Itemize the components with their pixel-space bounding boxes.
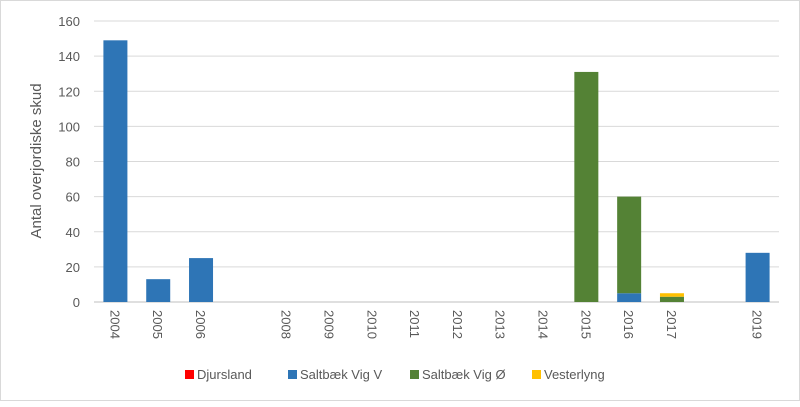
bar-segment: [617, 196, 642, 294]
x-tick-label: 2019: [750, 310, 765, 339]
legend-swatch: [288, 370, 297, 379]
x-tick-label: 2017: [664, 310, 679, 339]
legend-swatch: [532, 370, 541, 379]
bar-segment: [617, 293, 642, 302]
bar-segment: [574, 71, 599, 303]
y-tick-label: 80: [66, 155, 80, 170]
legend-label: Vesterlyng: [544, 367, 605, 382]
y-tick-label: 140: [58, 49, 80, 64]
x-tick-label: 2016: [621, 310, 636, 339]
legend-swatch: [185, 370, 194, 379]
y-tick-label: 120: [58, 84, 80, 99]
x-tick-label: 2011: [407, 310, 422, 338]
y-tick-label: 0: [73, 295, 80, 310]
legend-label: Djursland: [197, 367, 252, 382]
x-tick-label: 2008: [279, 310, 294, 339]
x-tick-label: 2004: [107, 310, 122, 339]
y-tick-label: 100: [58, 119, 80, 134]
x-tick-label: 2015: [578, 310, 593, 339]
bar-segment: [146, 279, 171, 302]
x-tick-label: 2014: [536, 310, 551, 339]
legend-label: Saltbæk Vig Ø: [422, 367, 506, 382]
legend-swatch: [410, 370, 419, 379]
bar-segment: [659, 296, 684, 302]
bar-segment: [659, 293, 684, 297]
y-axis-label: Antal overjordiske skud: [28, 83, 45, 238]
y-tick-label: 160: [58, 14, 80, 29]
legend: Djursland Saltbæk Vig V Saltbæk Vig Ø Veste…: [185, 367, 605, 382]
y-tick-label: 40: [66, 225, 80, 240]
x-tick-label: 2010: [364, 310, 379, 339]
x-tick-label: 2005: [150, 310, 165, 339]
bar-segment: [745, 252, 770, 302]
legend-label: Saltbæk Vig V: [300, 367, 382, 382]
x-tick-label: 2006: [193, 310, 208, 339]
x-tick-label: 2009: [321, 310, 336, 339]
bar-segment: [103, 40, 128, 302]
x-tick-label: 2012: [450, 310, 465, 339]
x-tick-label: 2013: [493, 310, 508, 339]
bar-segment: [189, 258, 214, 302]
y-tick-label: 20: [66, 260, 80, 275]
y-tick-label: 60: [66, 190, 80, 205]
